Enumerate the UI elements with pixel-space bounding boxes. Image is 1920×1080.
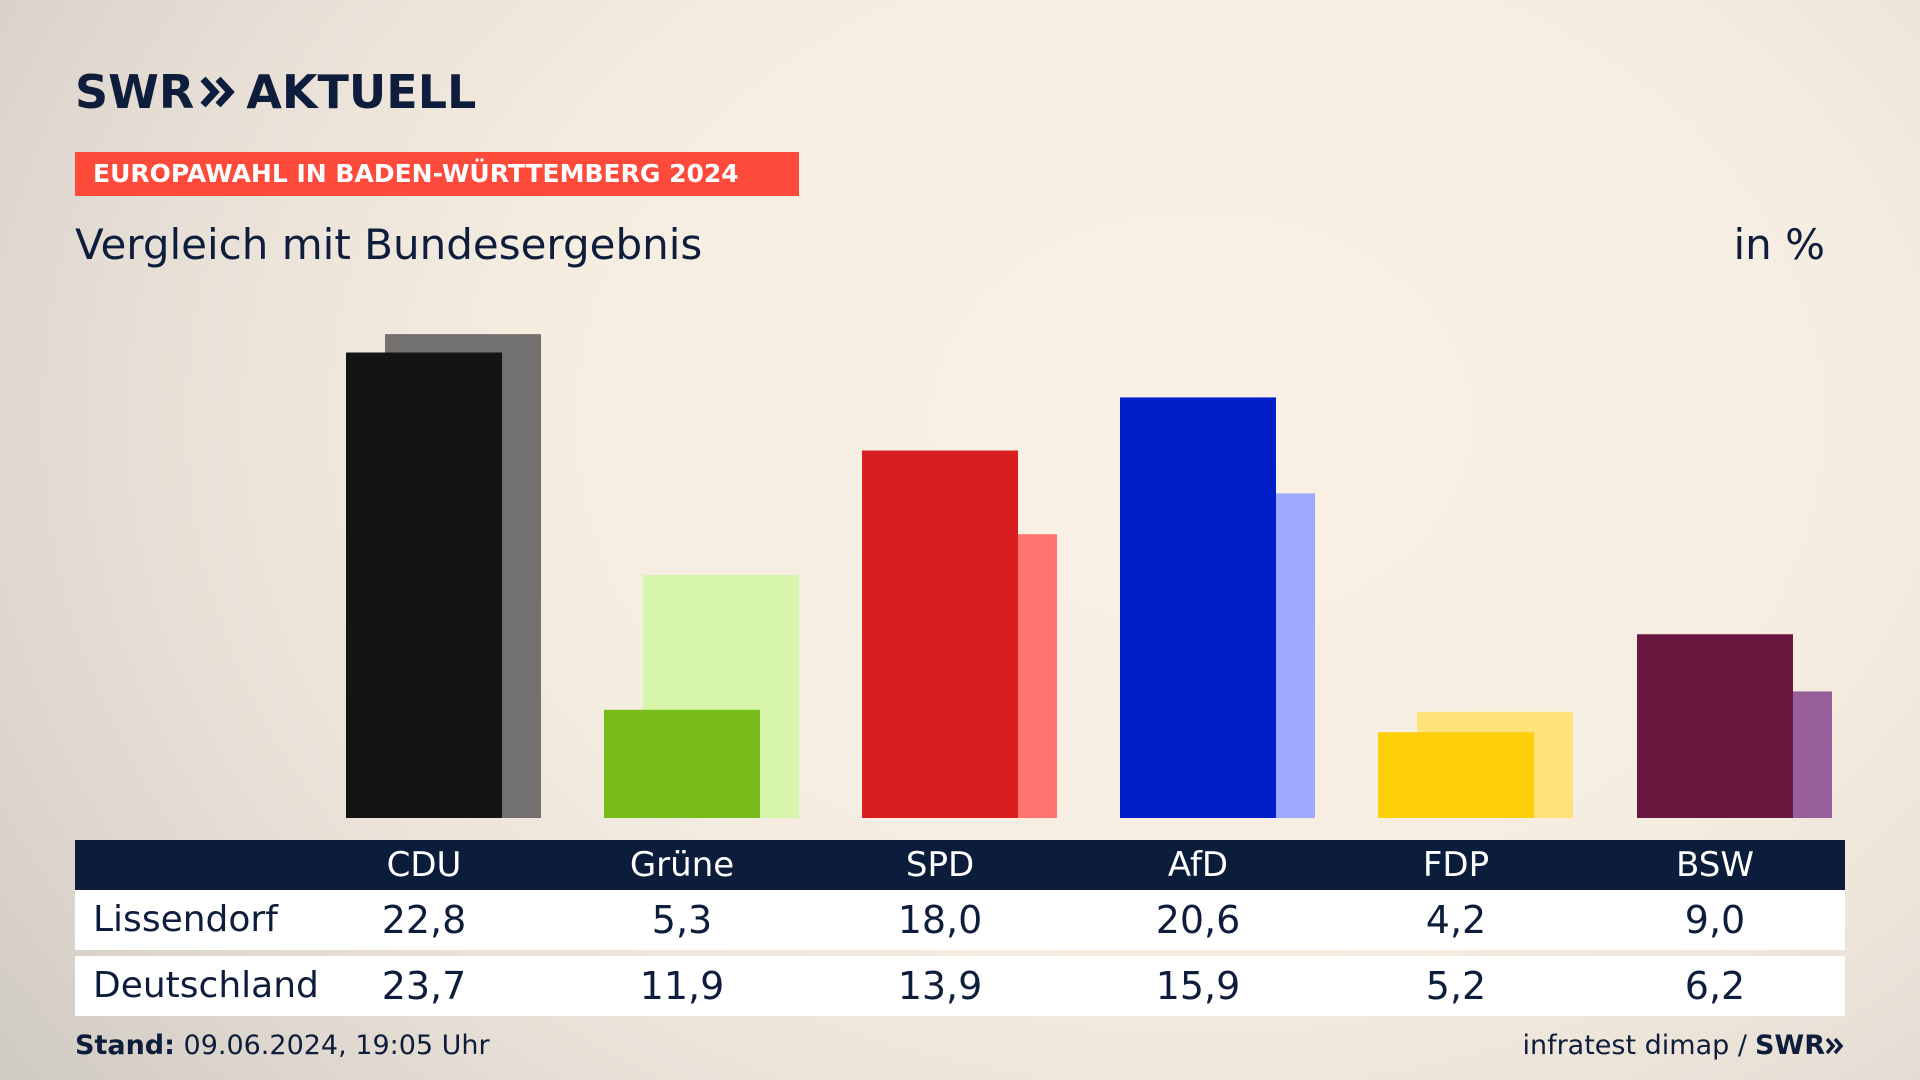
table-row-lissendorf: Lissendorf 22,8 5,3 18,0 20,6 4,2 9,0 — [75, 890, 1845, 950]
party-label-spd: SPD — [905, 845, 975, 885]
value-lissendorf-spd: 18,0 — [897, 898, 983, 942]
table-header: CDU Grüne SPD AfD FDP BSW — [75, 840, 1845, 890]
swr-small-word: SWR — [1754, 1030, 1825, 1061]
stand-label: Stand: — [75, 1030, 175, 1061]
value-lissendorf-bsw: 9,0 — [1684, 898, 1746, 942]
bar-lissendorf-cdu — [346, 352, 502, 818]
value-lissendorf-fdp: 4,2 — [1425, 898, 1487, 942]
table-row-deutschland: Deutschland 23,7 11,9 13,9 15,9 5,2 6,2 — [75, 956, 1845, 1016]
value-deutschland-fdp: 5,2 — [1425, 964, 1487, 1008]
stand-value: 09.06.2024, 19:05 Uhr — [183, 1030, 490, 1061]
bar-chart — [346, 334, 1832, 818]
party-label-gruene: Grüne — [629, 845, 735, 885]
party-label-cdu: CDU — [386, 845, 462, 885]
unit-label: in % — [1733, 220, 1825, 269]
party-label-fdp: FDP — [1422, 845, 1490, 885]
bar-lissendorf-spd — [862, 450, 1018, 818]
bar-lissendorf-gruene — [604, 709, 760, 818]
logo-word: SWR — [75, 65, 195, 119]
value-deutschland-cdu: 23,7 — [381, 964, 467, 1008]
value-lissendorf-afd: 20,6 — [1155, 898, 1241, 942]
timestamp: Stand: 09.06.2024, 19:05 Uhr — [75, 1030, 490, 1061]
results-table: CDU Grüne SPD AfD FDP BSW Lissendorf 22,8 5,3 1… — [75, 840, 1845, 1016]
row-label-lissendorf: Lissendorf — [93, 899, 278, 940]
source-text: infratest dimap / — [1522, 1030, 1747, 1061]
value-deutschland-bsw: 6,2 — [1684, 964, 1746, 1008]
party-label-bsw: BSW — [1676, 845, 1754, 885]
swr-small-logo: SWR — [1755, 1030, 1845, 1061]
value-deutschland-afd: 15,9 — [1155, 964, 1241, 1008]
election-banner: EUROPAWAHL IN BADEN-WÜRTTEMBERG 2024 — [75, 152, 799, 196]
bar-lissendorf-afd — [1120, 397, 1276, 818]
value-deutschland-spd: 13,9 — [897, 964, 983, 1008]
bar-lissendorf-bsw — [1637, 634, 1793, 818]
double-chevron-small-icon — [1825, 1037, 1844, 1054]
row-label-deutschland: Deutschland — [93, 965, 319, 1006]
chart-subtitle: Vergleich mit Bundesergebnis — [75, 220, 703, 269]
bar-lissendorf-fdp — [1378, 732, 1534, 818]
value-lissendorf-cdu: 22,8 — [381, 898, 467, 942]
source-credit: infratest dimap / SWR — [1522, 1030, 1845, 1061]
party-label-afd: AfD — [1167, 845, 1229, 885]
logo-suffix: AKTUELL — [246, 65, 477, 119]
swr-aktuell-logo: SWR AKTUELL — [75, 64, 476, 120]
value-deutschland-gruene: 11,9 — [639, 964, 725, 1008]
value-lissendorf-gruene: 5,3 — [651, 898, 713, 942]
double-chevron-icon — [200, 75, 236, 109]
